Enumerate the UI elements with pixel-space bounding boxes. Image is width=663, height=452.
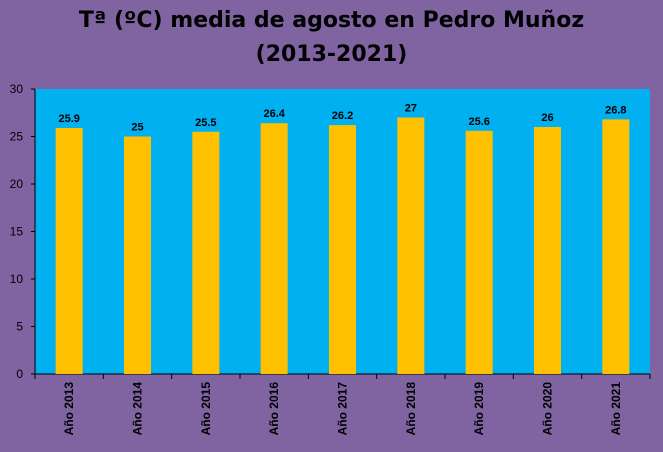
- data-label: 26.2: [332, 110, 353, 122]
- x-tick-label: Año 2016: [267, 382, 281, 436]
- data-label: 26: [541, 112, 553, 124]
- bar: [260, 123, 288, 374]
- data-label: 25.5: [195, 117, 216, 129]
- x-tick-label: Año 2017: [336, 382, 350, 436]
- bar: [329, 125, 356, 374]
- chart-subtitle: (2013-2021): [255, 42, 408, 67]
- bars: [55, 117, 630, 375]
- x-tick-label: Año 2020: [541, 382, 555, 436]
- y-tick-label: 5: [16, 320, 23, 334]
- bar: [55, 127, 83, 374]
- y-axis: 0 5 10 15 20 25 30: [10, 82, 36, 381]
- y-tick-label: 25: [10, 130, 24, 144]
- data-label: 25: [131, 122, 143, 134]
- data-label: 25.9: [58, 113, 79, 125]
- chart-title: Tª (ºC) media de agosto en Pedro Muñoz: [78, 8, 585, 33]
- bar: [602, 119, 630, 375]
- data-label: 25.6: [468, 116, 489, 128]
- x-tick-label: Año 2015: [199, 382, 213, 436]
- bar: [397, 117, 425, 374]
- bar: [124, 136, 151, 374]
- data-label: 26.8: [605, 104, 626, 116]
- x-axis: Año 2013 Año 2014 Año 2015 Año 2016 Año 2017…: [34, 373, 651, 436]
- y-tick-label: 15: [10, 225, 24, 239]
- data-label: 27: [405, 103, 417, 115]
- y-tick-label: 10: [10, 272, 24, 286]
- x-tick-label: Año 2013: [62, 382, 76, 436]
- bar: [192, 131, 220, 374]
- y-tick-label: 20: [10, 177, 24, 191]
- x-tick-label: Año 2014: [131, 382, 145, 436]
- x-tick-label: Año 2019: [472, 382, 486, 436]
- data-labels: 25.9 25 25.5 26.4 26.2 27 25.6 26 26.8: [58, 103, 626, 134]
- y-tick-label: 0: [16, 367, 23, 381]
- x-tick-label: Año 2021: [609, 382, 623, 436]
- data-label: 26.4: [263, 108, 285, 120]
- y-tick-label: 30: [10, 82, 24, 96]
- bar: [534, 127, 561, 374]
- x-tick-label: Año 2018: [404, 382, 418, 436]
- bar: [465, 130, 493, 374]
